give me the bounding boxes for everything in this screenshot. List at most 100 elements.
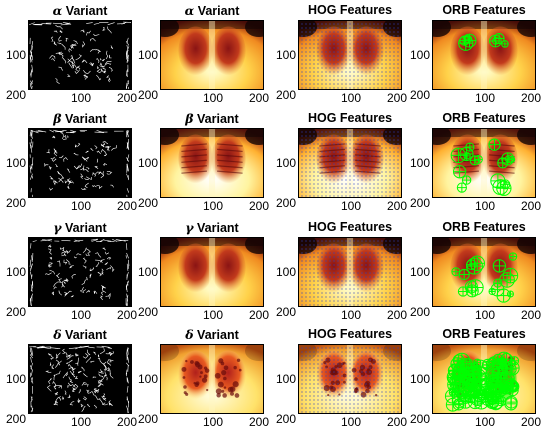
x-tick-label: 100: [340, 415, 362, 429]
y-tick-label: 100: [409, 48, 430, 62]
panel-title: ORB Features: [432, 3, 536, 17]
panel-title-text: HOG Features: [307, 220, 393, 234]
hog-image: [299, 21, 401, 89]
edge-image-panel: [28, 237, 132, 307]
y-tick-label: 200: [409, 88, 430, 102]
y-tick-label: 200: [137, 412, 158, 426]
x-tick-label: 100: [202, 308, 224, 322]
panel-title-text: Variant: [193, 328, 239, 342]
x-tick-label: 200: [520, 308, 542, 322]
orb-image: [433, 345, 535, 413]
hog-image-panel: [298, 128, 402, 198]
heat-image: [161, 345, 263, 413]
greek-symbol: α: [184, 3, 195, 18]
panel-title-text: HOG Features: [307, 3, 393, 17]
panel-title: ORB Features: [432, 111, 536, 125]
x-tick-label: 200: [386, 308, 408, 322]
greek-symbol: β: [53, 111, 62, 126]
panel-title-text: Variant: [61, 221, 107, 235]
y-tick-label: 100: [137, 156, 158, 170]
panel-title-text: Variant: [61, 328, 107, 342]
x-tick-label: 100: [340, 199, 362, 213]
panel-title-text: HOG Features: [307, 327, 393, 341]
panel-title-text: ORB Features: [442, 220, 526, 234]
y-tick-label: 100: [409, 156, 430, 170]
y-tick-label: 100: [137, 372, 158, 386]
panel-title: δ Variant: [28, 327, 132, 342]
x-tick-label: 200: [386, 91, 408, 105]
panel-title: HOG Features: [298, 111, 402, 125]
y-tick-label: 200: [409, 196, 430, 210]
y-tick-label: 200: [409, 305, 430, 319]
orb-image-panel: [432, 237, 536, 307]
y-tick-label: 100: [275, 372, 296, 386]
panel-title-text: Variant: [61, 112, 107, 126]
panel-title-text: Variant: [194, 4, 240, 18]
hog-image-panel: [298, 344, 402, 414]
x-tick-label: 100: [202, 91, 224, 105]
y-tick-label: 200: [5, 196, 26, 210]
x-tick-label: 100: [70, 415, 92, 429]
y-tick-label: 200: [275, 196, 296, 210]
x-tick-label: 100: [474, 308, 496, 322]
hog-image-panel: [298, 237, 402, 307]
panel-title-text: Variant: [193, 221, 239, 235]
hog-image: [299, 238, 401, 306]
y-tick-label: 200: [275, 88, 296, 102]
x-tick-label: 200: [520, 199, 542, 213]
panel-title: δ Variant: [160, 327, 264, 342]
edge-image-panel: [28, 344, 132, 414]
y-tick-label: 200: [275, 305, 296, 319]
edge-image: [29, 21, 131, 89]
y-tick-label: 100: [275, 48, 296, 62]
panel-title: α Variant: [28, 3, 132, 18]
y-tick-label: 200: [275, 412, 296, 426]
y-tick-label: 100: [137, 48, 158, 62]
greek-symbol: δ: [53, 327, 62, 342]
y-tick-label: 100: [275, 156, 296, 170]
panel-title: HOG Features: [298, 327, 402, 341]
y-tick-label: 200: [5, 412, 26, 426]
orb-image: [433, 129, 535, 197]
y-tick-label: 100: [409, 265, 430, 279]
x-tick-label: 100: [202, 199, 224, 213]
greek-symbol: β: [185, 111, 194, 126]
y-tick-label: 100: [5, 372, 26, 386]
y-tick-label: 200: [409, 412, 430, 426]
panel-title: HOG Features: [298, 220, 402, 234]
y-tick-label: 200: [5, 88, 26, 102]
edge-image-panel: [28, 128, 132, 198]
hog-image: [299, 345, 401, 413]
x-tick-label: 200: [116, 415, 138, 429]
y-tick-label: 200: [137, 305, 158, 319]
x-tick-label: 200: [116, 199, 138, 213]
heat-image: [161, 238, 263, 306]
x-tick-label: 200: [248, 415, 270, 429]
x-tick-label: 200: [248, 199, 270, 213]
x-tick-label: 200: [248, 91, 270, 105]
panel-title-text: ORB Features: [442, 327, 526, 341]
panel-title-text: Variant: [193, 112, 239, 126]
x-tick-label: 200: [520, 91, 542, 105]
panel-title-text: ORB Features: [442, 111, 526, 125]
orb-image: [433, 238, 535, 306]
x-tick-label: 200: [386, 415, 408, 429]
x-tick-label: 100: [340, 91, 362, 105]
y-tick-label: 100: [5, 156, 26, 170]
heat-image: [161, 21, 263, 89]
x-tick-label: 200: [386, 199, 408, 213]
heat-image-panel: [160, 344, 264, 414]
orb-image-panel: [432, 344, 536, 414]
y-tick-label: 100: [275, 265, 296, 279]
orb-image: [433, 21, 535, 89]
x-tick-label: 200: [116, 91, 138, 105]
x-tick-label: 100: [474, 199, 496, 213]
greek-symbol: δ: [185, 327, 194, 342]
hog-image: [299, 129, 401, 197]
y-tick-label: 100: [5, 48, 26, 62]
panel-title: β Variant: [160, 111, 264, 126]
y-tick-label: 200: [137, 88, 158, 102]
hog-image-panel: [298, 20, 402, 90]
panel-title-text: ORB Features: [442, 3, 526, 17]
orb-image-panel: [432, 20, 536, 90]
